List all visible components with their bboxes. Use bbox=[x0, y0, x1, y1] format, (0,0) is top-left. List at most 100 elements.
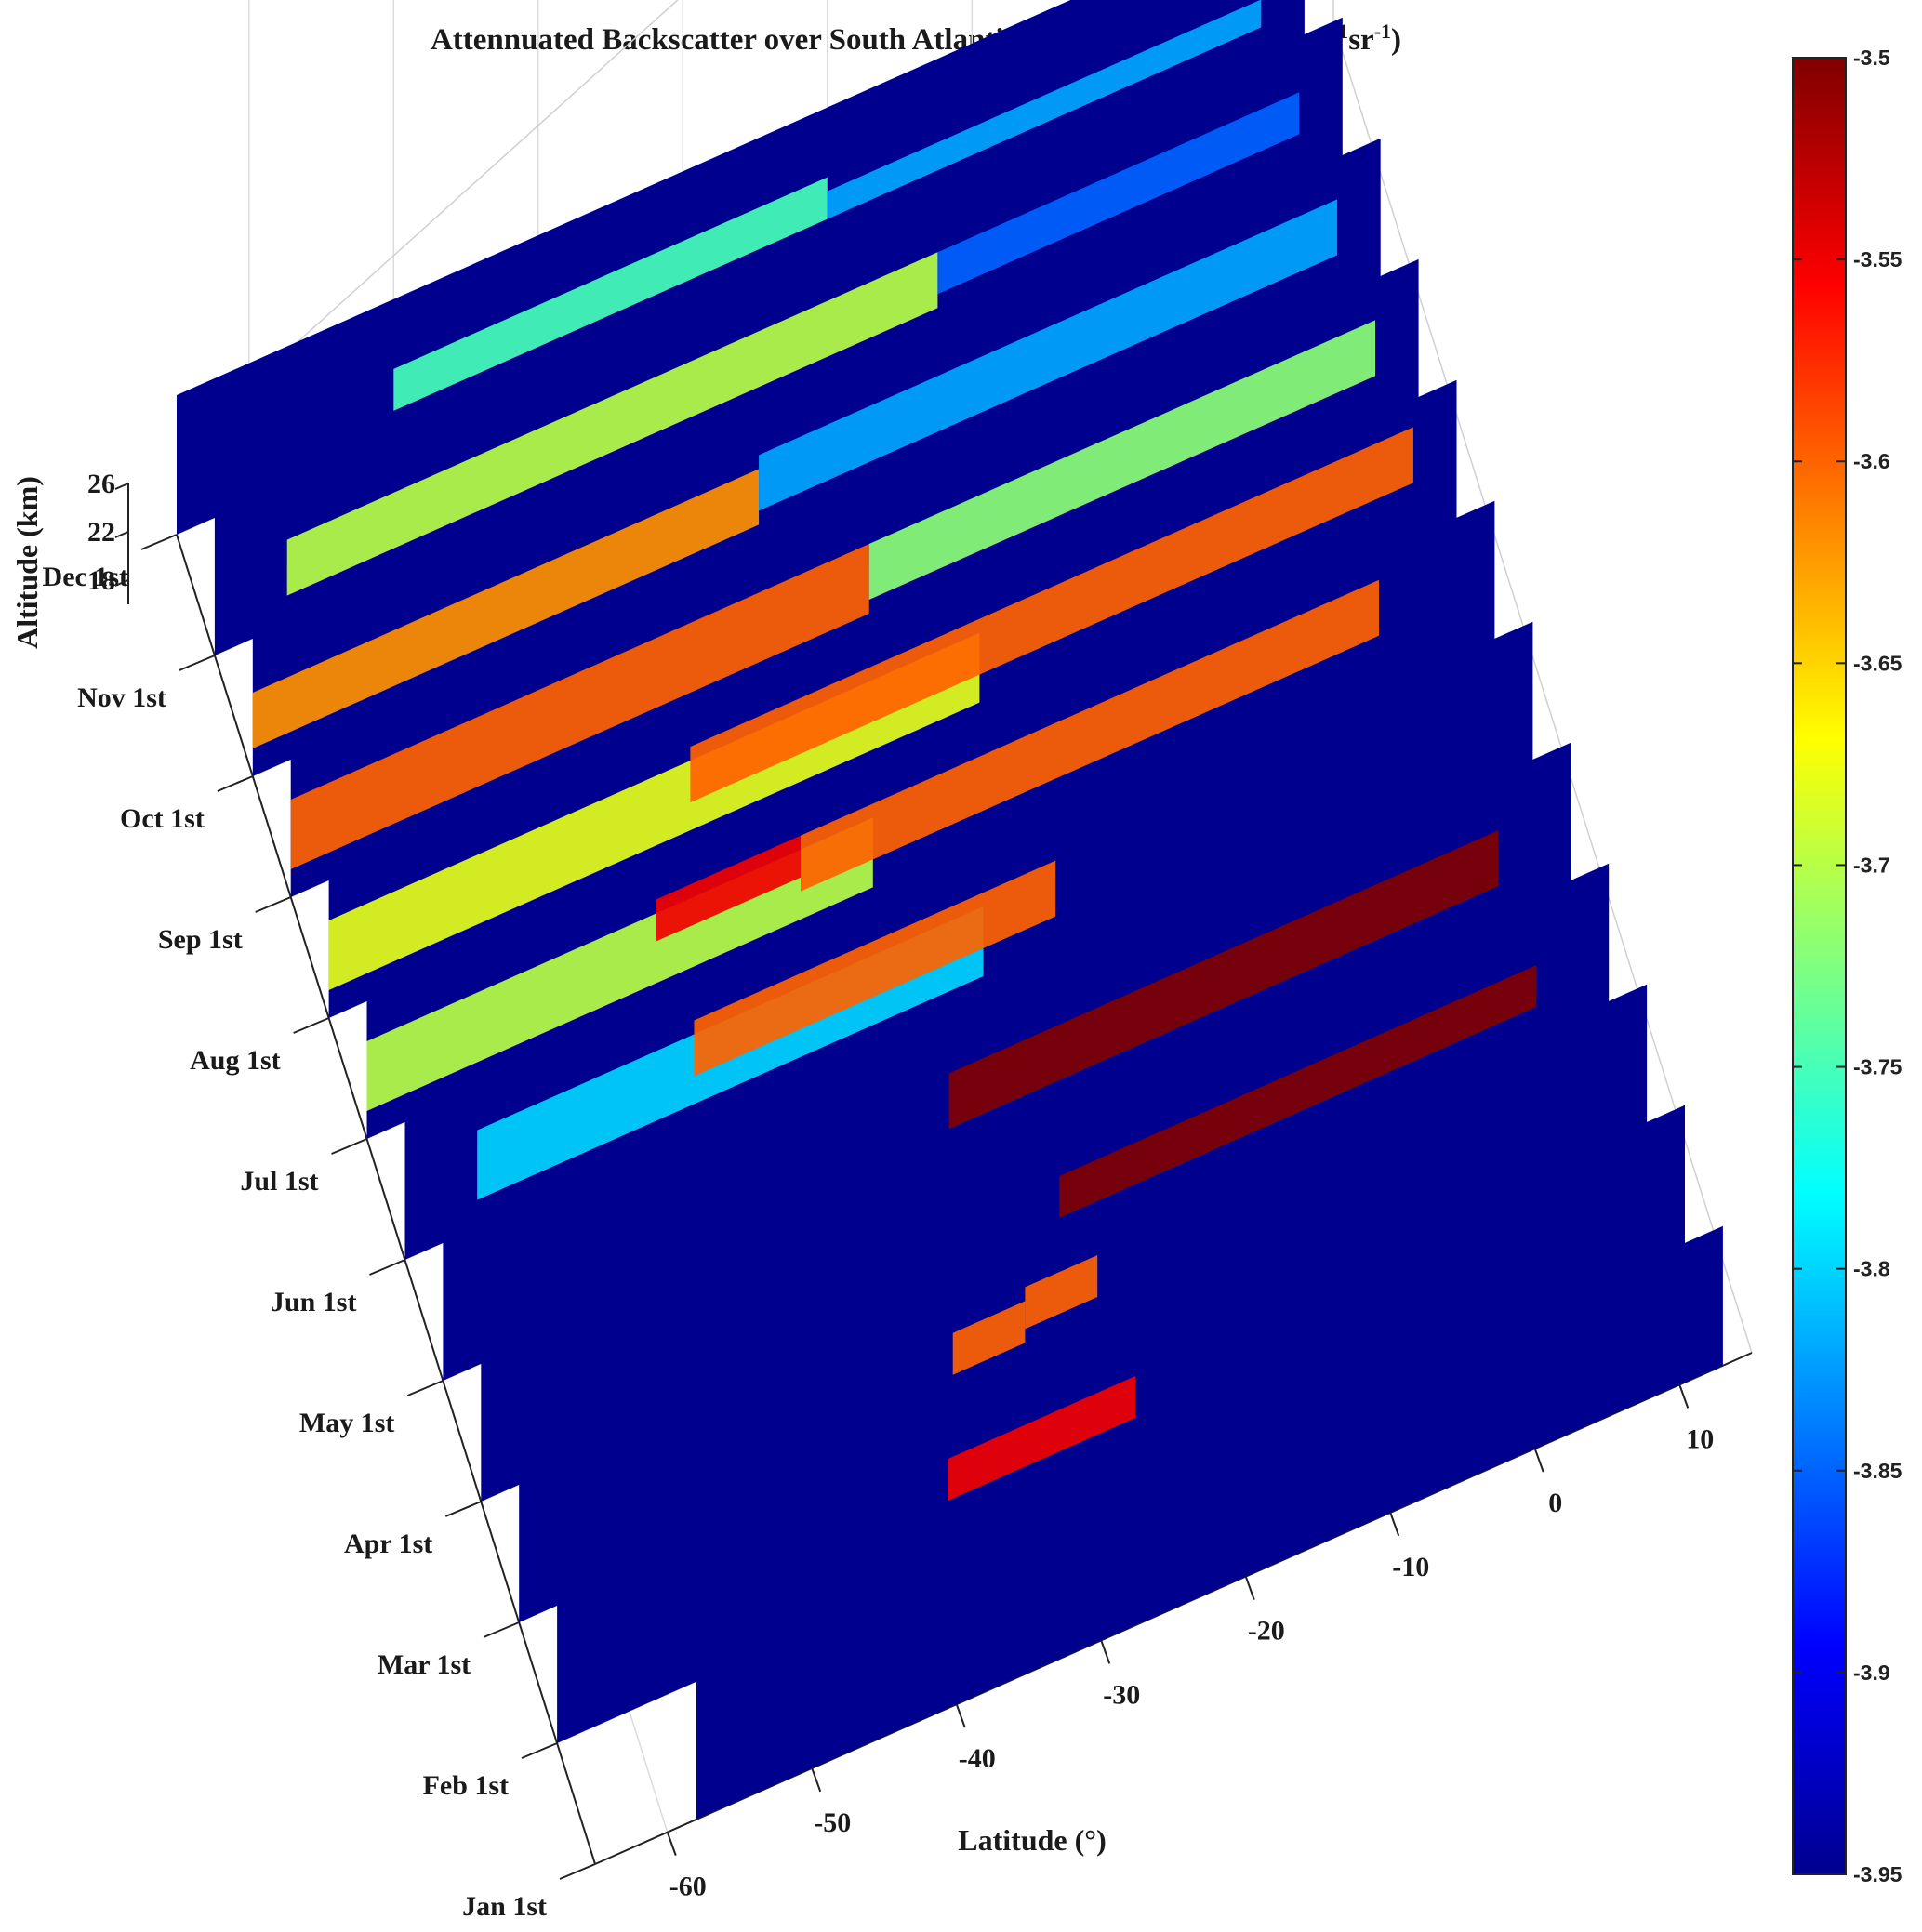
strip-nov-1st bbox=[214, 17, 1343, 656]
y-tick-mark bbox=[559, 1863, 596, 1880]
y-tick-mark bbox=[406, 1380, 444, 1396]
y-tick-mark bbox=[179, 655, 216, 671]
colorbar-tick-label: -3.8 bbox=[1853, 1257, 1890, 1281]
plume bbox=[393, 177, 828, 411]
z-tick-label: 18 bbox=[87, 565, 115, 596]
x-tick-label: -10 bbox=[1392, 1552, 1429, 1582]
plume bbox=[252, 469, 760, 748]
colorbar-tick-label: -3.95 bbox=[1853, 1862, 1902, 1886]
x-tick-mark bbox=[811, 1767, 822, 1793]
plume bbox=[1025, 1255, 1098, 1330]
plume bbox=[656, 835, 801, 942]
colorbar-tick-label: -3.85 bbox=[1853, 1459, 1902, 1483]
plume bbox=[947, 1376, 1136, 1502]
z-tick-label: 22 bbox=[87, 517, 115, 548]
strip-background bbox=[481, 863, 1610, 1502]
heatmap-strips bbox=[177, 0, 1723, 1820]
y-tick-mark bbox=[369, 1259, 405, 1276]
colorbar-tick-label: -3.75 bbox=[1853, 1055, 1902, 1079]
y-axis-ticks: Jan 1st Feb 1st Mar 1st Apr 1st May 1st Jun 1… bbox=[43, 534, 596, 1922]
x-tick-mark bbox=[1244, 1576, 1255, 1600]
strip-oct-1st bbox=[252, 138, 1381, 777]
x-tick-mark bbox=[1533, 1448, 1544, 1473]
colorbar-tick-label: -3.55 bbox=[1853, 247, 1902, 271]
z-tick-mark bbox=[114, 531, 129, 538]
z-axis-label: Altitude (km) bbox=[10, 476, 44, 649]
strip-sep-1st bbox=[290, 258, 1419, 897]
x-tick-label: -50 bbox=[814, 1807, 851, 1838]
y-tick-mark bbox=[483, 1621, 520, 1638]
strip-jul-1st bbox=[366, 500, 1495, 1139]
y-tick-label: Apr 1st bbox=[344, 1528, 432, 1559]
strip-background bbox=[696, 1225, 1723, 1820]
y-tick-mark bbox=[444, 1501, 482, 1517]
x-tick-label: -30 bbox=[1103, 1679, 1140, 1710]
colorbar-tick-label: -3.5 bbox=[1853, 46, 1890, 70]
z-tick-mark bbox=[114, 483, 129, 490]
x-tick-label: -40 bbox=[959, 1743, 996, 1774]
strip-feb-1st bbox=[557, 1105, 1685, 1743]
x-tick-label: 0 bbox=[1548, 1488, 1562, 1518]
x-tick-label: -20 bbox=[1248, 1616, 1285, 1647]
y-tick-label: Feb 1st bbox=[423, 1770, 510, 1801]
y-tick-label: Mar 1st bbox=[378, 1649, 471, 1680]
y-tick-label: Sep 1st bbox=[158, 924, 243, 955]
colorbar: -3.5 -3.55 -3.6 -3.65 -3.7 -3.75 -3.8 -3.85 -3.9… bbox=[1792, 46, 1902, 1886]
colorbar-gradient bbox=[1792, 57, 1847, 1875]
y-tick-mark bbox=[331, 1138, 367, 1155]
y-tick-label: Jan 1st bbox=[462, 1891, 547, 1922]
plume bbox=[937, 92, 1300, 295]
x-tick-label: 10 bbox=[1686, 1423, 1714, 1454]
plume bbox=[286, 252, 938, 596]
strip-background bbox=[557, 1105, 1685, 1743]
plume bbox=[868, 320, 1375, 600]
x-axis-ticks: -60 -50 -40 -30 -20 -10 0 10 bbox=[666, 1384, 1714, 1902]
plume bbox=[290, 544, 869, 869]
strip-background bbox=[177, 0, 1305, 535]
colorbar-tick-label: -3.65 bbox=[1853, 651, 1902, 675]
x-tick-mark bbox=[666, 1832, 677, 1856]
y-tick-label: Oct 1st bbox=[120, 803, 205, 834]
y-tick-label: Dec 1st bbox=[43, 562, 128, 592]
strip-apr-1st bbox=[481, 863, 1610, 1502]
x-tick-mark bbox=[1389, 1512, 1400, 1537]
y-axis-line bbox=[176, 534, 596, 1865]
y-tick-mark bbox=[217, 775, 254, 792]
strip-jun-1st bbox=[404, 621, 1533, 1260]
y-tick-label: Nov 1st bbox=[77, 682, 166, 713]
y-tick-mark bbox=[255, 896, 292, 913]
plume bbox=[952, 1301, 1026, 1375]
wall-edge-line bbox=[176, 0, 679, 452]
y-tick-label: Jul 1st bbox=[240, 1166, 318, 1197]
x-tick-label: -60 bbox=[669, 1872, 707, 1902]
plume bbox=[694, 860, 1056, 1077]
y-tick-mark bbox=[293, 1017, 330, 1034]
plume bbox=[948, 830, 1499, 1130]
plume bbox=[1059, 965, 1537, 1218]
colorbar-tick-label: -3.7 bbox=[1853, 853, 1890, 877]
z-axis-ticks: 18 22 26 bbox=[87, 469, 129, 604]
strip-may-1st bbox=[443, 742, 1571, 1381]
x-tick-mark bbox=[1100, 1640, 1111, 1664]
strip-aug-1st bbox=[328, 379, 1457, 1018]
x-tick-mark bbox=[955, 1703, 966, 1728]
colorbar-tick-label: -3.6 bbox=[1853, 449, 1890, 473]
y-tick-label: Jun 1st bbox=[271, 1287, 357, 1317]
plume bbox=[690, 427, 1413, 803]
strip-dec-1st bbox=[177, 0, 1305, 535]
z-tick-mark bbox=[114, 579, 129, 587]
plume bbox=[759, 199, 1338, 511]
strip-mar-1st bbox=[519, 984, 1648, 1622]
z-tick-label: 26 bbox=[87, 469, 115, 499]
y-tick-label: Aug 1st bbox=[190, 1045, 281, 1076]
colorbar-tick-label: -3.9 bbox=[1853, 1661, 1890, 1685]
y-tick-label: May 1st bbox=[299, 1408, 394, 1438]
plume bbox=[801, 579, 1379, 892]
x-tick-mark bbox=[1678, 1384, 1690, 1409]
y-tick-mark bbox=[521, 1742, 558, 1759]
strip-background bbox=[519, 984, 1648, 1622]
x-axis-label: Latitude (°) bbox=[958, 1823, 1106, 1857]
plume bbox=[827, 0, 1262, 219]
strip-jan-1st bbox=[696, 1225, 1723, 1820]
